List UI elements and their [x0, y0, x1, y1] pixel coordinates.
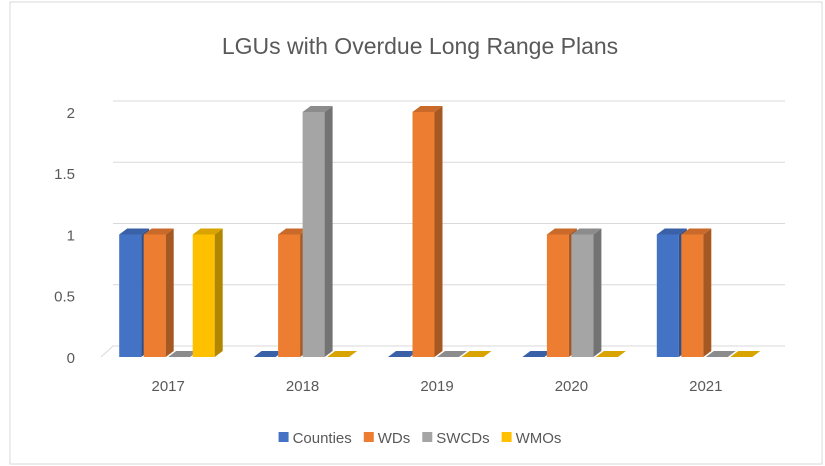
y-tick-label: 0: [67, 350, 75, 367]
bar-top: [327, 351, 358, 357]
bar-top: [571, 228, 602, 235]
legend-label: Counties: [293, 430, 352, 447]
bar-top: [461, 351, 492, 357]
floor-line: [100, 345, 114, 358]
legend-swatch: [501, 432, 512, 442]
bar-top: [253, 351, 284, 357]
bar-front: [412, 112, 435, 357]
legend-swatch: [363, 432, 374, 442]
bar-top: [388, 351, 418, 357]
bar-front: [119, 234, 142, 357]
bar-front: [143, 234, 166, 357]
bar-side: [214, 228, 223, 357]
legend-swatch: [278, 432, 289, 442]
bar-top: [302, 106, 333, 112]
bar-side: [324, 106, 333, 357]
legend-label: SWCDs: [436, 430, 489, 447]
bar-front: [681, 234, 704, 357]
bar-top: [730, 351, 761, 357]
bar-top: [681, 228, 712, 235]
bar-side: [165, 228, 174, 357]
bar-top: [705, 351, 736, 357]
y-tick-label: 2: [67, 105, 75, 122]
bar-front: [656, 234, 679, 357]
chart-title: LGUs with Overdue Long Range Plans: [222, 33, 618, 59]
bar-top: [522, 351, 553, 357]
bar-top: [656, 228, 687, 235]
x-tick-label: 2018: [286, 378, 319, 395]
bar-side: [703, 228, 712, 357]
bar-front: [278, 234, 301, 357]
x-tick-label: 2021: [689, 378, 722, 395]
legend-label: WDs: [378, 430, 411, 447]
bar-side: [593, 228, 602, 357]
bar-top: [168, 351, 199, 357]
bar-front: [571, 234, 594, 357]
bar-side: [434, 106, 443, 357]
bar-top: [595, 351, 626, 357]
y-tick-label: 0.5: [54, 289, 75, 306]
legend-label: WMOs: [516, 430, 562, 447]
bar-top: [192, 228, 223, 235]
bar-front: [546, 234, 569, 357]
x-tick-label: 2020: [555, 378, 588, 395]
bar-top: [143, 228, 174, 235]
legend-swatch: [422, 432, 433, 442]
y-tick-label: 1: [67, 227, 75, 244]
bar-top: [278, 228, 309, 235]
bar-front: [302, 112, 325, 357]
x-tick-label: 2017: [152, 378, 185, 395]
bar-front: [192, 234, 215, 357]
bar-top: [546, 228, 577, 235]
bar-top: [437, 351, 467, 357]
x-tick-label: 2019: [420, 378, 453, 395]
bar-top: [119, 228, 150, 235]
bar-top: [412, 106, 443, 112]
y-tick-label: 1.5: [54, 166, 75, 183]
